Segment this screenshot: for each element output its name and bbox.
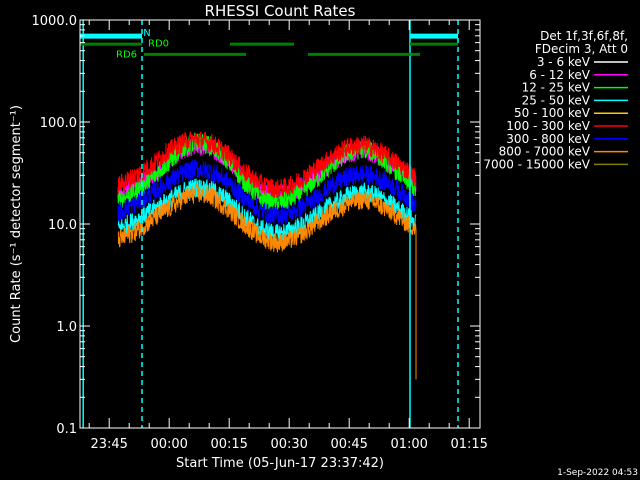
legend-label: 12 - 25 keV: [522, 81, 591, 95]
y-tick-label: 100.0: [40, 116, 77, 131]
y-tick-label: 10.0: [48, 218, 77, 233]
x-tick-label: 00:15: [210, 437, 247, 452]
data-traces: [117, 73, 417, 380]
timestamp: 1-Sep-2022 04:53: [557, 468, 638, 478]
state-label: N: [143, 28, 150, 39]
x-tick-label: 00:30: [270, 437, 307, 452]
series-1: [117, 73, 417, 380]
state-label: RD6: [116, 49, 137, 60]
legend-label: 3 - 6 keV: [537, 55, 591, 69]
legend-label: 50 - 100 keV: [514, 106, 591, 120]
series-line: [117, 183, 417, 253]
y-tick-label: 1.0: [56, 320, 77, 335]
legend-label: 7000 - 15000 keV: [483, 157, 590, 171]
legend-label: 25 - 50 keV: [522, 93, 591, 107]
x-tick-label: 00:00: [150, 437, 187, 452]
state-label: RD0: [148, 39, 169, 50]
legend-label: 100 - 300 keV: [506, 119, 590, 133]
x-tick-label: 01:00: [390, 437, 427, 452]
y-tick-label: 1000.0: [32, 14, 78, 29]
legend-label: 300 - 800 keV: [506, 132, 590, 146]
legend-header-line-1: Det 1f,3f,6f,8f,: [540, 29, 628, 43]
chart-title: RHESSI Count Rates: [205, 2, 356, 20]
x-axis-label: Start Time (05-Jun-17 23:37:42): [176, 456, 384, 471]
legend: Det 1f,3f,6f,8f, FDecim 3, Att 0 3 - 6 k…: [483, 29, 628, 171]
legend-header-line-2: FDecim 3, Att 0: [535, 42, 628, 56]
series-8: [117, 183, 417, 253]
y-axis-label: Count Rate (s⁻¹ detector segment⁻¹): [9, 105, 24, 343]
series-line: [117, 73, 417, 380]
series-line: [117, 131, 417, 198]
y-tick-label: 0.1: [56, 422, 77, 437]
legend-label: 800 - 7000 keV: [499, 145, 591, 159]
axis-ticks: 0.1 1.0 10.0 100.0 1000.0 23:45 00:00 00:15 00:3…: [32, 14, 488, 452]
series-line: [117, 159, 417, 225]
series-6: [117, 131, 417, 198]
series-7: [117, 159, 417, 225]
x-tick-label: 00:45: [330, 437, 367, 452]
x-tick-label: 01:15: [450, 437, 487, 452]
x-tick-label: 23:45: [90, 437, 127, 452]
legend-label: 6 - 12 keV: [529, 68, 591, 82]
